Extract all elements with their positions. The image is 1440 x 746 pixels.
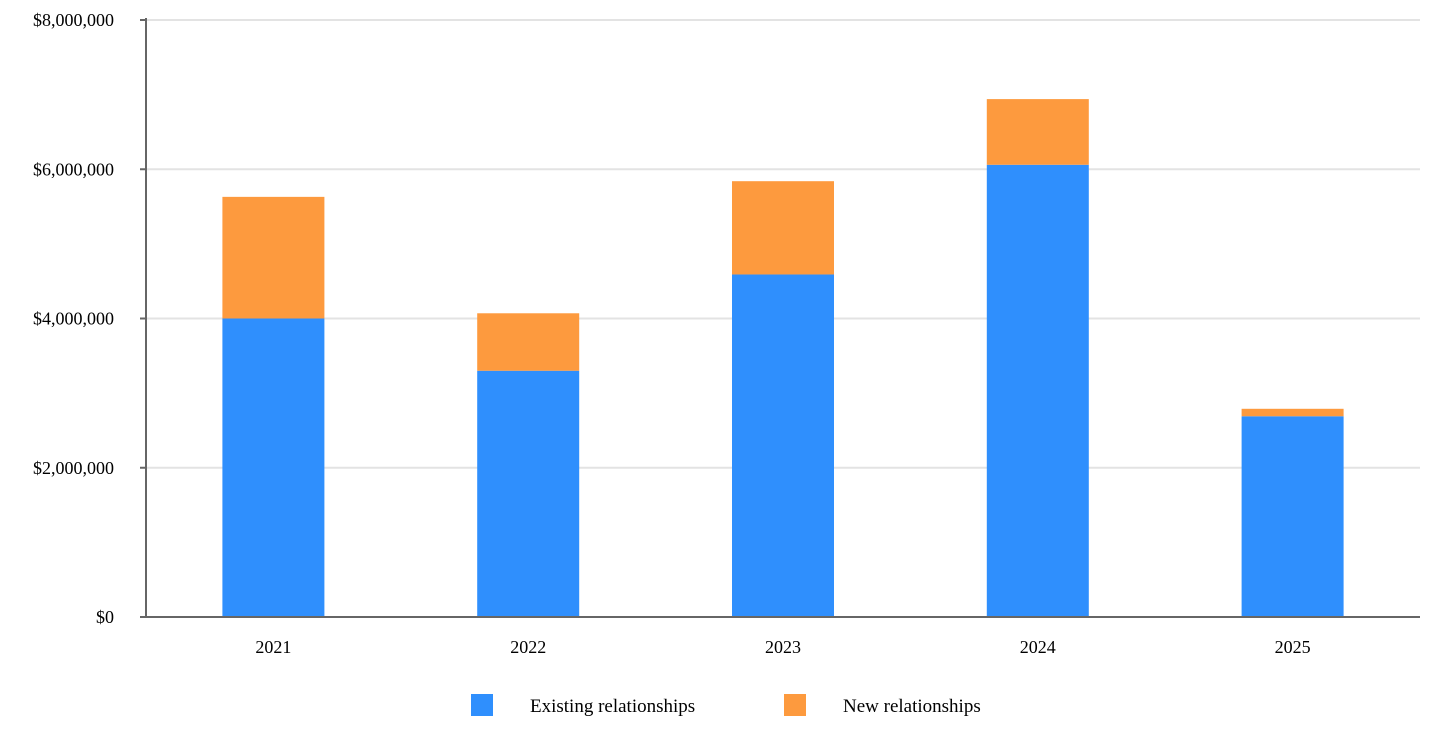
bar-existing-2024: [986, 164, 1089, 617]
bar-existing-2022: [477, 370, 580, 617]
axes: [140, 18, 1420, 618]
x-tick-label: 2021: [255, 637, 291, 657]
y-tick-label: $8,000,000: [33, 10, 114, 30]
y-tick-label: $0: [96, 607, 114, 627]
y-tick-label: $4,000,000: [33, 309, 114, 329]
x-tick-label: 2024: [1020, 637, 1056, 657]
bar-existing-2023: [732, 274, 834, 617]
legend: Existing relationships New relationships: [471, 694, 981, 717]
bar-new-2021: [222, 196, 325, 319]
x-tick-label: 2022: [510, 637, 546, 657]
bar-existing-2025: [1241, 416, 1344, 617]
x-tick-label: 2023: [765, 637, 801, 657]
x-tick-label: 2025: [1275, 637, 1311, 657]
bar-new-2023: [732, 181, 834, 275]
bar-new-2024: [986, 99, 1089, 165]
x-axis-tick-labels: 2021 2022 2023 2024 2025: [255, 637, 1310, 657]
bar-existing-2021: [222, 318, 325, 617]
legend-label-new: New relationships: [843, 696, 981, 717]
bar-new-2022: [477, 313, 580, 371]
legend-swatch-existing: [471, 694, 493, 716]
legend-swatch-new: [784, 694, 806, 716]
y-tick-label: $2,000,000: [33, 458, 114, 478]
bars: [222, 99, 1344, 617]
y-axis-tick-labels: $0 $2,000,000 $4,000,000 $6,000,000 $8,000,0…: [33, 10, 114, 627]
legend-label-existing: Existing relationships: [530, 696, 695, 717]
bar-new-2025: [1241, 408, 1344, 417]
y-tick-label: $6,000,000: [33, 159, 114, 179]
